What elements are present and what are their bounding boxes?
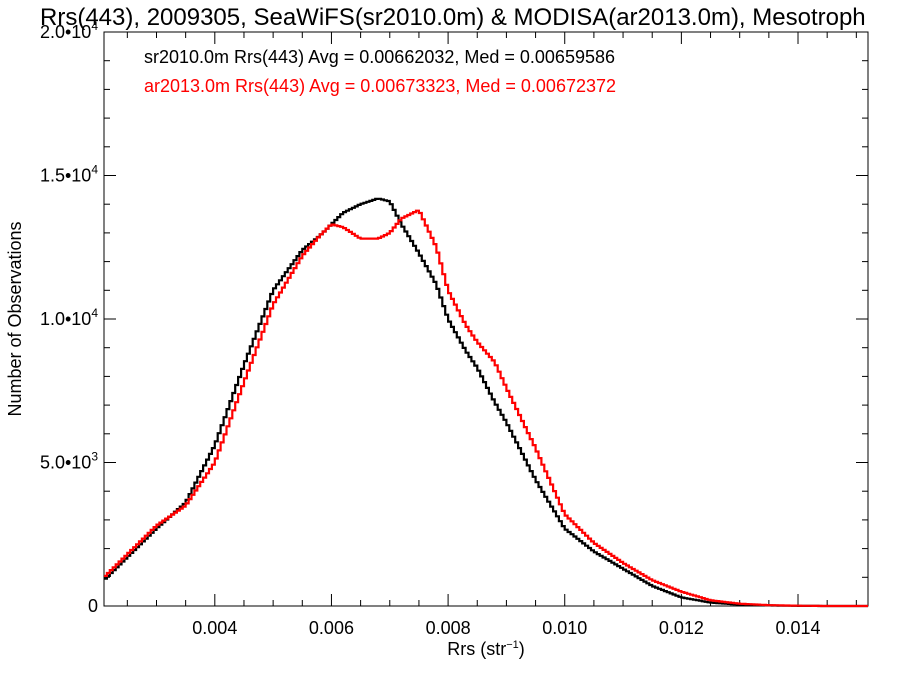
y-tick-label: 1.0•104 — [40, 306, 98, 329]
chart-title: Rrs(443), 2009305, SeaWiFS(sr2010.0m) & … — [40, 4, 866, 31]
y-axis-label: Number of Observations — [5, 221, 25, 416]
x-tick-label: 0.012 — [659, 618, 704, 638]
y-axis-ticks: 0 5.0•103 1.0•104 1.5•104 2.0•104 — [40, 19, 868, 616]
y-tick-label: 2.0•104 — [40, 19, 98, 42]
series-layer — [104, 197, 868, 608]
legend-entry-sr2010: sr2010.0m Rrs(443) Avg = 0.00662032, Med… — [144, 47, 615, 67]
x-tick-label: 0.014 — [775, 618, 820, 638]
plot-frame — [103, 31, 869, 607]
x-tick-label: 0.004 — [192, 618, 237, 638]
y-tick-label: 5.0•103 — [40, 450, 98, 473]
x-tick-label: 0.006 — [309, 618, 354, 638]
series-line-ar2013.0m — [104, 209, 868, 608]
x-tick-label: 0.008 — [426, 618, 471, 638]
y-tick-label: 1.5•104 — [40, 163, 98, 186]
y-tick-label: 0 — [88, 596, 98, 616]
x-axis-ticks: 0.004 0.006 0.008 0.010 0.012 0.014 — [126, 32, 857, 638]
legend-entry-ar2013: ar2013.0m Rrs(443) Avg = 0.00673323, Med… — [144, 76, 616, 96]
x-axis-label: Rrs (str−1) — [447, 639, 525, 659]
series-line-sr2010.0m — [104, 197, 868, 608]
x-tick-label: 0.010 — [542, 618, 587, 638]
